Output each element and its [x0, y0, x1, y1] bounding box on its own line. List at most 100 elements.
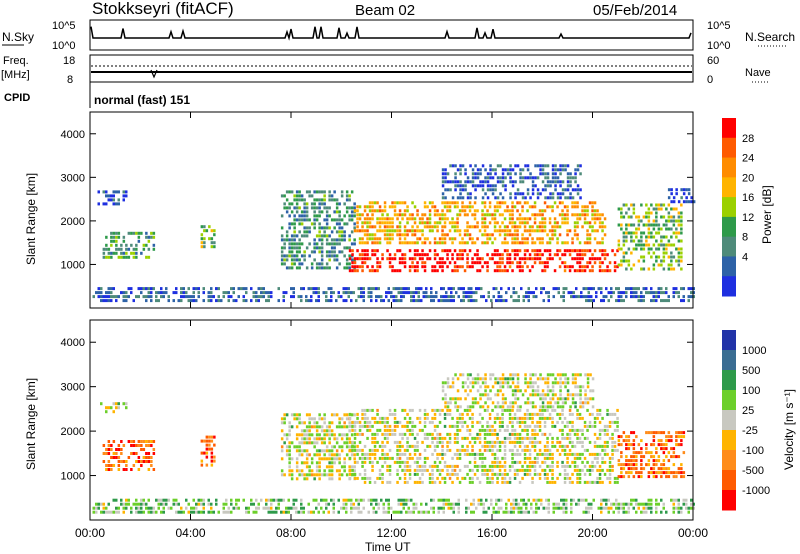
heatmap-cell — [117, 255, 121, 259]
heatmap-cell — [602, 295, 605, 299]
heatmap-cell — [421, 217, 424, 221]
heatmap-cell — [512, 291, 515, 295]
heatmap-cell — [471, 237, 474, 241]
heatmap-cell — [340, 473, 344, 477]
heatmap-cell — [463, 209, 467, 213]
heatmap-cell — [310, 461, 314, 465]
heatmap-cell — [412, 502, 415, 506]
heatmap-cell — [647, 475, 651, 479]
heatmap-cell — [105, 202, 108, 206]
heatmap-cell — [647, 219, 651, 223]
heatmap-cell — [486, 213, 489, 217]
heatmap-cell — [511, 428, 514, 432]
heatmap-cell — [288, 206, 291, 210]
heatmap-cell — [473, 456, 477, 460]
heatmap-cell — [388, 237, 392, 241]
heatmap-cell — [680, 287, 683, 291]
heatmap-cell — [130, 231, 133, 235]
heatmap-cell — [361, 241, 364, 245]
heatmap-cell — [518, 257, 522, 261]
heatmap-cell — [642, 502, 645, 506]
heatmap-cell — [642, 259, 646, 263]
heatmap-cell — [526, 381, 530, 385]
heatmap-cell — [496, 196, 500, 200]
heatmap-cell — [645, 235, 648, 239]
heatmap-cell — [573, 452, 577, 456]
heatmap-cell — [283, 258, 286, 262]
heatmap-cell — [488, 205, 492, 209]
heatmap-cell — [566, 432, 569, 436]
heatmap-cell — [305, 190, 309, 194]
heatmap-cell — [448, 221, 452, 225]
heatmap-cell — [325, 425, 329, 429]
heatmap-cell — [632, 203, 636, 207]
heatmap-cell — [677, 455, 681, 459]
heatmap-cell — [348, 468, 352, 472]
heatmap-cell — [617, 263, 621, 267]
heatmap-cell — [140, 448, 143, 451]
heatmap-cell — [210, 439, 214, 443]
heatmap-cell — [518, 436, 522, 440]
heatmap-cell — [536, 412, 539, 416]
heatmap-cell — [433, 480, 437, 484]
heatmap-cell — [398, 229, 402, 233]
heatmap-cell — [471, 476, 474, 480]
heatmap-cell — [393, 205, 397, 209]
heatmap-cell — [563, 480, 567, 484]
heatmap-cell — [523, 444, 527, 448]
heatmap-cell — [441, 397, 445, 401]
heatmap-cell — [315, 429, 319, 433]
heatmap-cell — [396, 440, 399, 444]
heatmap-cell — [147, 235, 151, 239]
heatmap-cell — [287, 498, 290, 502]
heatmap-cell — [345, 498, 348, 502]
heatmap-cell — [277, 299, 280, 303]
heatmap-cell — [147, 287, 150, 291]
heatmap-cell — [538, 237, 542, 241]
heatmap-cell — [376, 412, 379, 416]
heatmap-cell — [586, 249, 589, 253]
heatmap-cell — [335, 238, 339, 242]
heatmap-cell — [280, 469, 284, 473]
heatmap-cell — [363, 412, 367, 416]
heatmap-cell — [323, 473, 326, 477]
heatmap-cell — [363, 253, 367, 257]
heatmap-cell — [373, 249, 377, 253]
heatmap-cell — [536, 472, 539, 476]
heatmap-cell — [483, 233, 487, 237]
heatmap-cell — [556, 436, 559, 440]
heatmap-cell — [466, 225, 469, 229]
heatmap-cell — [418, 476, 422, 480]
heatmap-cell — [315, 498, 318, 502]
heatmap-cell — [293, 214, 296, 218]
heatmap-cell — [466, 408, 469, 412]
heatmap-cell — [611, 456, 614, 460]
heatmap-cell — [563, 416, 567, 420]
heatmap-cell — [543, 424, 547, 428]
heatmap-cell — [137, 239, 141, 243]
heatmap-cell — [338, 238, 341, 242]
heatmap-cell — [308, 437, 311, 441]
heatmap-cell — [489, 377, 492, 381]
freq-label-line2: [MHz] — [1, 69, 30, 81]
heatmap-cell — [672, 447, 676, 451]
heatmap-cell — [554, 180, 557, 184]
heatmap-cell — [632, 443, 636, 447]
heatmap-cell — [527, 295, 530, 299]
heatmap-cell — [568, 269, 572, 273]
heatmap-cell — [647, 227, 651, 231]
heatmap-cell — [680, 299, 683, 303]
heatmap-cell — [588, 440, 592, 444]
freq-right-tick-top: 60 — [707, 55, 719, 67]
heatmap-cell — [642, 510, 645, 514]
heatmap-cell — [403, 448, 407, 452]
heatmap-cell — [474, 196, 477, 200]
heatmap-cell — [465, 295, 468, 299]
heatmap-cell — [657, 459, 661, 463]
heatmap-cell — [655, 506, 658, 510]
heatmap-cell — [155, 299, 158, 303]
heatmap-cell — [548, 253, 552, 257]
heatmap-cell — [453, 472, 457, 476]
heatmap-cell — [287, 506, 290, 510]
heatmap-cell — [150, 291, 153, 295]
